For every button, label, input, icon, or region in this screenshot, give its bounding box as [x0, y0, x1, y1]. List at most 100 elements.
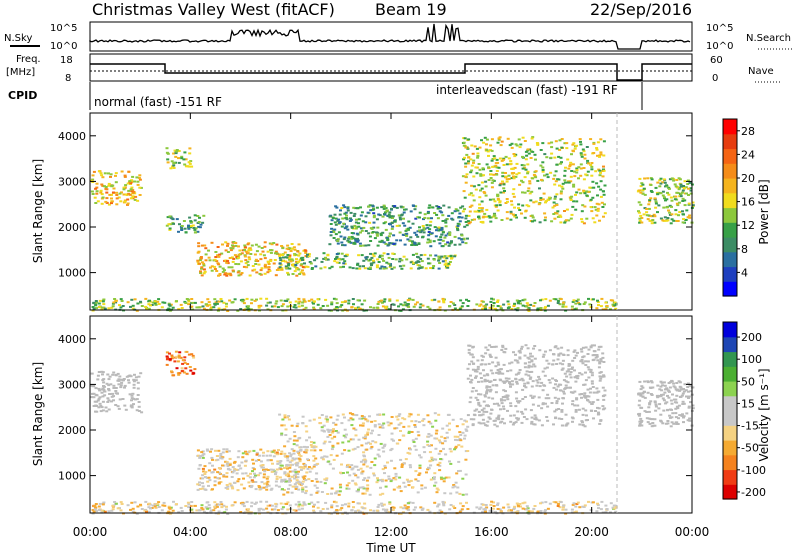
data-cell	[526, 163, 530, 166]
data-cell	[135, 309, 139, 312]
data-cell	[484, 352, 488, 355]
data-cell	[143, 509, 147, 512]
data-cell	[380, 239, 384, 242]
data-cell	[332, 421, 336, 424]
data-cell	[671, 393, 674, 396]
data-cell	[581, 505, 585, 508]
data-cell	[264, 468, 268, 471]
data-cell	[209, 509, 213, 512]
data-cell	[532, 347, 535, 350]
data-cell	[198, 216, 201, 219]
data-cell	[423, 213, 427, 216]
data-cell	[490, 307, 494, 310]
data-cell	[258, 454, 261, 457]
data-cell	[307, 478, 311, 481]
data-cell	[330, 448, 334, 451]
data-cell	[294, 457, 298, 460]
data-cell	[288, 484, 292, 487]
data-cell	[370, 256, 374, 259]
data-cell	[137, 176, 141, 179]
data-cell	[651, 215, 655, 218]
data-cell	[226, 251, 230, 253]
data-cell	[280, 268, 284, 271]
data-cell	[267, 263, 271, 265]
data-cell	[428, 451, 432, 454]
data-cell	[168, 227, 172, 230]
data-cell	[381, 215, 385, 218]
data-cell	[351, 298, 355, 300]
data-cell	[514, 421, 518, 424]
data-cell	[518, 146, 522, 149]
data-cell	[94, 393, 98, 396]
data-cell	[352, 472, 356, 475]
data-cell	[254, 474, 257, 477]
data-cell	[492, 155, 496, 158]
data-cell	[586, 353, 590, 355]
data-cell	[638, 220, 642, 222]
data-cell	[674, 407, 678, 410]
data-cell	[310, 480, 314, 482]
data-cell	[569, 175, 573, 178]
data-cell	[90, 372, 94, 375]
data-cell	[214, 251, 218, 253]
data-cell	[356, 490, 360, 493]
data-cell	[246, 260, 250, 263]
data-cell	[225, 505, 228, 508]
data-cell	[352, 215, 356, 217]
data-cell	[513, 155, 517, 158]
data-cell	[649, 400, 653, 403]
data-cell	[448, 261, 452, 263]
data-cell	[93, 196, 97, 199]
data-cell	[363, 267, 367, 270]
data-cell	[342, 434, 346, 437]
data-cell	[444, 262, 448, 265]
data-cell	[560, 368, 564, 371]
data-cell	[648, 422, 652, 425]
data-cell	[210, 265, 214, 268]
data-cell	[388, 501, 392, 504]
data-cell	[582, 222, 586, 225]
data-cell	[497, 198, 501, 201]
data-cell	[571, 503, 575, 506]
data-cell	[688, 417, 692, 420]
data-cell	[262, 476, 266, 479]
data-cell	[498, 305, 502, 308]
data-cell	[345, 465, 349, 468]
data-cell	[461, 205, 465, 208]
data-cell	[492, 302, 496, 304]
data-cell	[571, 417, 575, 420]
data-cell	[441, 297, 445, 300]
data-cell	[220, 503, 224, 506]
data-cell	[101, 409, 105, 412]
data-cell	[250, 298, 254, 301]
data-cell	[187, 161, 191, 164]
data-cell	[119, 306, 123, 309]
data-cell	[499, 408, 502, 411]
data-cell	[683, 204, 687, 207]
data-cell	[640, 385, 644, 388]
data-cell	[450, 240, 453, 243]
data-cell	[295, 479, 299, 482]
data-cell	[345, 309, 349, 312]
data-cell	[515, 381, 519, 383]
data-cell	[200, 274, 204, 277]
data-cell	[441, 239, 445, 242]
data-cell	[593, 344, 596, 347]
data-cell	[505, 178, 509, 181]
data-cell	[225, 261, 229, 264]
data-cell	[118, 304, 121, 307]
data-cell	[316, 501, 320, 504]
data-cell	[492, 501, 495, 504]
data-cell	[100, 306, 104, 309]
data-cell	[383, 266, 387, 269]
data-cell	[522, 416, 526, 418]
data-cell	[375, 306, 379, 309]
data-cell	[529, 376, 533, 379]
data-cell	[372, 212, 376, 215]
data-cell	[368, 204, 372, 207]
data-cell	[442, 256, 446, 259]
data-cell	[501, 180, 504, 183]
data-cell	[587, 395, 591, 398]
data-cell	[559, 298, 563, 301]
data-cell	[433, 412, 437, 415]
